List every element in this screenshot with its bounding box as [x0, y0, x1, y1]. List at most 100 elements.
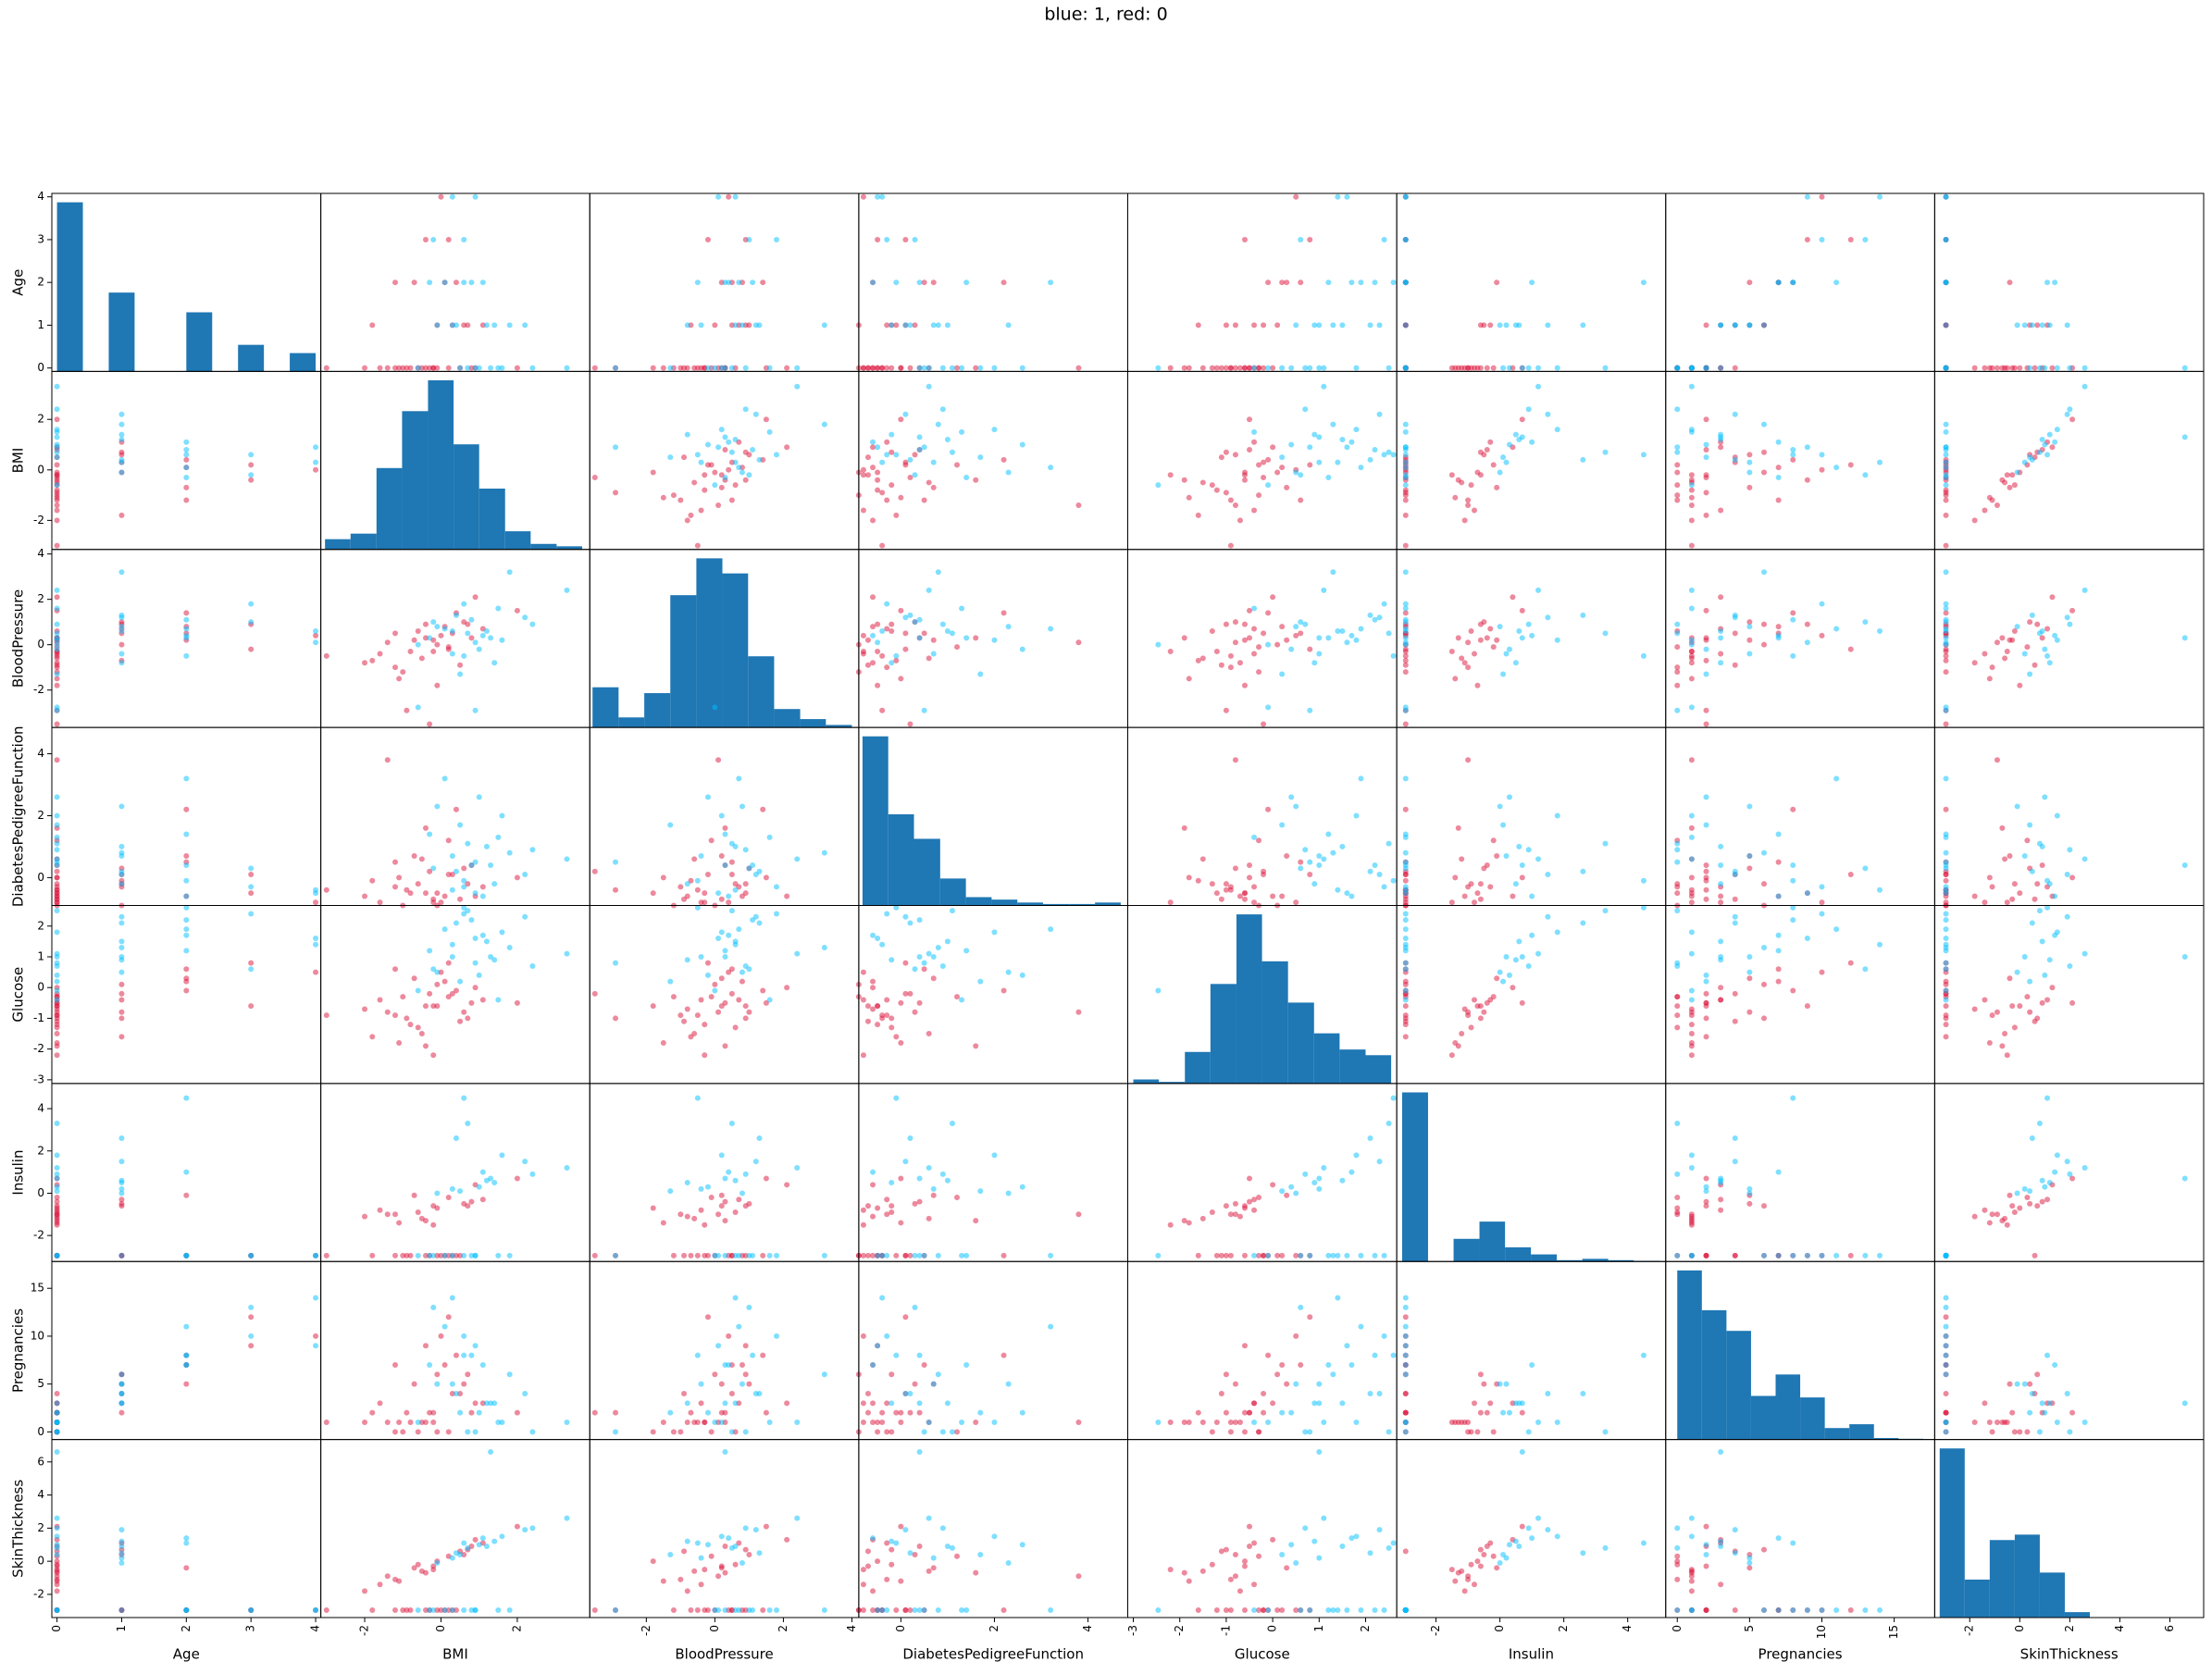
scatter-point — [1790, 862, 1796, 869]
scatter-point — [2011, 627, 2018, 634]
scatter-point — [1402, 987, 1409, 994]
scatter-point — [1372, 1252, 1378, 1259]
scatter-point — [1279, 465, 1286, 471]
scatter-point — [465, 908, 471, 914]
scatter-point — [870, 439, 876, 445]
scatter-point — [183, 987, 190, 994]
scatter-point — [1535, 1515, 1542, 1521]
scatter-point — [613, 1252, 619, 1259]
scatter-point — [1982, 507, 1988, 514]
scatter-point — [1274, 1252, 1281, 1259]
scatter-point — [1674, 908, 1681, 914]
scatter-point — [1265, 1352, 1272, 1358]
scatter-point — [763, 1175, 769, 1182]
scatter-point — [1477, 449, 1484, 455]
scatter-point — [1381, 601, 1387, 607]
scatter-point — [1241, 1563, 1248, 1569]
scatter-point — [1381, 1606, 1387, 1613]
scatter-point — [1247, 416, 1253, 423]
scatter-point — [875, 1606, 881, 1613]
scatter-point — [1775, 624, 1782, 630]
scatter-point — [1227, 1211, 1234, 1218]
scatter-point — [54, 1121, 60, 1127]
scatter-point — [1372, 279, 1378, 286]
scatter-point — [1703, 1015, 1709, 1022]
scatter-point — [377, 651, 383, 657]
scatter-point — [921, 1361, 927, 1368]
scatter-point — [468, 1198, 475, 1205]
scatter-point — [404, 887, 410, 893]
scatter-point — [907, 990, 913, 997]
scatter-point — [1819, 899, 1825, 906]
scatter-point — [732, 887, 739, 893]
scatter-point — [912, 452, 918, 458]
scatter-point — [898, 1523, 904, 1530]
scatter-point — [728, 1121, 735, 1127]
scatter-point — [1386, 449, 1392, 455]
scatter-point — [54, 794, 60, 800]
scatter-point — [698, 1581, 704, 1588]
scatter-point — [860, 365, 866, 371]
scatter-point — [491, 1180, 498, 1186]
scatter-point — [1732, 872, 1738, 878]
scatter-point — [902, 1606, 909, 1613]
scatter-point — [495, 1252, 502, 1259]
scatter-point — [54, 881, 60, 887]
scatter-point — [1746, 651, 1753, 657]
scatter-point — [434, 1190, 441, 1197]
scatter-point — [54, 978, 60, 985]
scatter-point — [708, 837, 715, 844]
scatter-point — [1746, 1190, 1753, 1197]
scatter-point — [722, 862, 728, 869]
scatter-point — [1402, 465, 1409, 471]
scatter-point — [893, 1252, 900, 1259]
scatter-point — [1718, 1180, 1724, 1186]
scatter-point — [248, 865, 255, 872]
scatter-point — [54, 862, 60, 869]
scatter-point — [183, 474, 190, 480]
scatter-point — [694, 279, 701, 286]
scatter-point — [879, 542, 886, 549]
scatter-point — [1943, 865, 1949, 872]
scatter-point — [1335, 627, 1341, 634]
scatter-point — [1474, 1429, 1481, 1435]
scatter-point — [369, 657, 376, 663]
scatter-point — [248, 890, 255, 897]
scatter-point — [1688, 649, 1695, 655]
scatter-point — [752, 872, 759, 878]
y-tick-label: 0 — [37, 981, 44, 994]
scatter-point — [118, 641, 125, 648]
scatter-point — [1703, 657, 1709, 663]
scatter-point — [449, 1606, 455, 1613]
scatter-point — [1181, 365, 1187, 371]
scatter-point — [1718, 627, 1724, 634]
scatter-point — [870, 1006, 876, 1012]
scatter-point — [926, 1215, 932, 1221]
scatter-point — [1943, 806, 1949, 812]
scatter-point — [1199, 655, 1206, 662]
scatter-point — [1877, 627, 1883, 634]
scatter-point — [898, 607, 904, 614]
scatter-point — [2039, 862, 2045, 869]
scatter-point — [1862, 865, 1869, 872]
scatter-point — [1218, 365, 1224, 371]
histogram-bar — [1313, 1033, 1340, 1084]
scatter-point — [453, 987, 459, 994]
scatter-point — [118, 1252, 125, 1259]
scatter-point — [384, 757, 391, 763]
scatter-point — [916, 635, 923, 641]
scatter-point — [54, 671, 60, 677]
scatter-point — [736, 1197, 742, 1203]
scatter-point — [1298, 630, 1304, 637]
scatter-point — [944, 627, 951, 634]
scatter-point — [1674, 1003, 1681, 1010]
scatter-point — [889, 482, 895, 489]
scatter-point — [1279, 893, 1286, 899]
scatter-point — [400, 365, 406, 371]
scatter-point — [1971, 365, 1978, 371]
scatter-point — [441, 1323, 448, 1330]
scatter-point — [2034, 881, 2041, 887]
scatter-point — [1241, 236, 1248, 242]
scatter-point — [1790, 1606, 1796, 1613]
scatter-point — [1775, 1252, 1782, 1259]
